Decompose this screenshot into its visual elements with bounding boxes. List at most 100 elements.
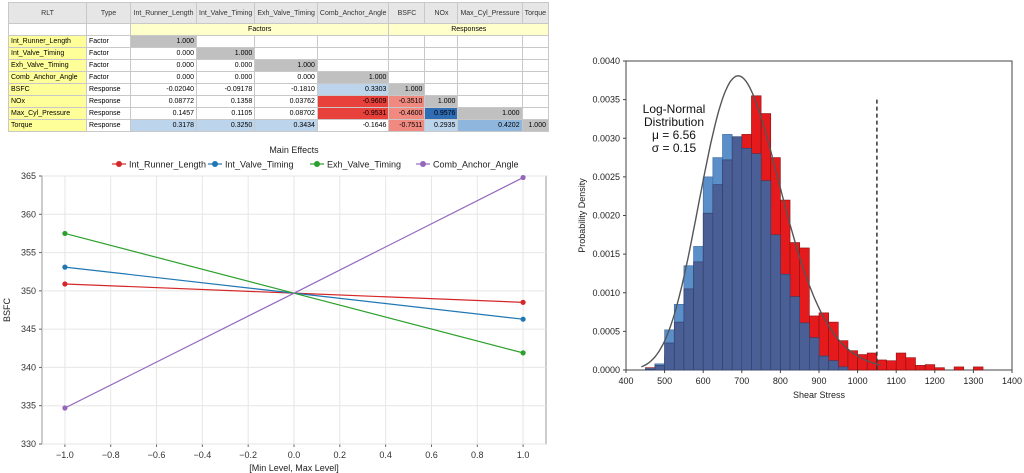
correlation-cell bbox=[521, 107, 550, 120]
annotation-text: Log-Normal bbox=[643, 102, 706, 116]
correlation-cell bbox=[521, 35, 550, 48]
red-bar bbox=[973, 366, 984, 371]
y-tick-label: 0.0020 bbox=[592, 211, 620, 221]
correlation-cell: -0.3510 bbox=[388, 95, 426, 108]
correlation-cell: 0.000 bbox=[254, 71, 318, 84]
correlation-cell: 0.08702 bbox=[254, 107, 318, 120]
x-tick-label: 1400 bbox=[1002, 376, 1022, 386]
x-tick-label: 1300 bbox=[963, 376, 983, 386]
legend-label: Int_Runner_Length bbox=[129, 160, 206, 170]
data-point bbox=[62, 230, 68, 237]
row-name-cell: Exh_Valve_Timing bbox=[8, 59, 87, 72]
correlation-cell bbox=[424, 59, 459, 72]
correlation-cell bbox=[254, 35, 318, 48]
data-point bbox=[62, 281, 68, 287]
table-row: Torque Response 0.3178 0.3250 0.3434 -0.1646-… bbox=[8, 119, 550, 132]
correlation-cell: -0.1810 bbox=[254, 83, 318, 96]
navy-bar bbox=[683, 288, 694, 371]
table-header-cell: Type bbox=[86, 2, 131, 24]
correlation-cell: -0.02040 bbox=[130, 83, 197, 96]
navy-bar bbox=[780, 273, 791, 371]
correlation-cell: 1.000 bbox=[254, 59, 318, 72]
correlation-cell: -0.7511 bbox=[388, 119, 426, 132]
correlation-cell: -0.9531 bbox=[316, 107, 390, 120]
y-tick-label: 330 bbox=[21, 439, 36, 449]
responses-group-label: Responses bbox=[388, 23, 549, 36]
y-tick-label: 350 bbox=[21, 286, 36, 296]
table-header-cell: NOx bbox=[424, 2, 459, 24]
table-row: Exh_Valve_Timing Factor 0.000 0.000 1.000 bbox=[8, 59, 550, 72]
correlation-cell: 0.000 bbox=[130, 47, 197, 60]
y-tick-label: 345 bbox=[21, 324, 36, 334]
correlation-cell bbox=[457, 83, 523, 96]
x-tick-label: 0.8 bbox=[471, 450, 484, 460]
row-type-cell: Response bbox=[86, 107, 131, 120]
x-tick-label: −0.8 bbox=[102, 450, 120, 460]
correlation-cell: 0.1457 bbox=[130, 107, 197, 120]
correlation-cell bbox=[521, 59, 550, 72]
data-point bbox=[520, 350, 526, 356]
lognormal-fit-curve bbox=[641, 75, 881, 368]
navy-bar bbox=[818, 355, 829, 371]
main-effects-chart: Main Effects Int_Runner_Length Int_Valve_T… bbox=[2, 145, 547, 473]
correlation-cell: 0.2935 bbox=[424, 119, 459, 132]
correlation-cell: 1.000 bbox=[195, 47, 256, 60]
table-row: Int_Valve_Timing Factor 0.000 1.000 bbox=[8, 47, 550, 60]
navy-bar bbox=[760, 180, 772, 371]
correlation-cell: -0.09178 bbox=[195, 83, 256, 96]
y-tick-label: 0.0025 bbox=[592, 172, 620, 182]
x-axis-label: Shear Stress bbox=[793, 390, 846, 400]
table-blank-cell bbox=[8, 23, 87, 36]
table-row: Max_Cyl_Pressure Response 0.1457 0.1105 0.08… bbox=[8, 107, 550, 120]
table-row: Comb_Anchor_Angle Factor 0.000 0.000 0.000 1.… bbox=[8, 71, 550, 84]
x-tick-label: 0.2 bbox=[334, 450, 347, 460]
correlation-cell bbox=[424, 83, 459, 96]
row-type-cell: Response bbox=[86, 95, 131, 108]
navy-bar bbox=[731, 136, 743, 371]
navy-bar bbox=[741, 147, 752, 371]
table-header-cell: Max_Cyl_Pressure bbox=[457, 2, 523, 24]
correlation-cell: 0.9576 bbox=[424, 107, 459, 120]
row-type-cell: Response bbox=[86, 83, 131, 96]
annotation-text: Distribution bbox=[644, 115, 704, 129]
correlation-cell: 1.000 bbox=[316, 71, 390, 84]
x-tick-label: 900 bbox=[811, 376, 826, 386]
red-bar bbox=[924, 364, 936, 371]
row-name-cell: Int_Valve_Timing bbox=[8, 47, 87, 60]
chart-title: Main Effects bbox=[269, 145, 319, 155]
navy-bar bbox=[770, 234, 781, 371]
correlation-cell: 1.000 bbox=[388, 83, 426, 96]
correlation-cell: -0.4600 bbox=[388, 107, 426, 120]
red-bar bbox=[886, 360, 897, 371]
navy-bar bbox=[712, 184, 723, 371]
correlation-cell: 0.000 bbox=[195, 71, 256, 84]
correlation-cell: 0.000 bbox=[195, 59, 256, 72]
table-header-cell: Int_Valve_Timing bbox=[195, 2, 256, 24]
table-header-cell: RLT bbox=[8, 2, 87, 24]
y-tick-label: 0.0035 bbox=[592, 95, 620, 105]
correlation-cell: 0.3178 bbox=[130, 119, 197, 132]
table-header-cell: Comb_Anchor_Angle bbox=[316, 2, 390, 24]
table-blank-cell bbox=[86, 23, 131, 36]
legend-label: Comb_Anchor_Angle bbox=[433, 160, 519, 170]
data-point bbox=[520, 299, 526, 305]
correlation-cell: 0.3434 bbox=[254, 119, 318, 132]
navy-bar bbox=[722, 159, 733, 371]
row-name-cell: NOx bbox=[8, 95, 87, 108]
table-header-cell: Exh_Valve_Timing bbox=[254, 2, 318, 24]
navy-bar bbox=[837, 366, 849, 371]
row-type-cell: Factor bbox=[86, 71, 131, 84]
correlation-cell bbox=[457, 35, 523, 48]
correlation-cell bbox=[457, 95, 523, 108]
x-tick-label: 400 bbox=[618, 376, 633, 386]
annotation-text: σ = 0.15 bbox=[652, 141, 697, 155]
navy-bar bbox=[809, 337, 820, 371]
correlation-cell: 0.03762 bbox=[254, 95, 318, 108]
correlation-cell: 1.000 bbox=[521, 119, 550, 132]
y-tick-label: 0.0000 bbox=[592, 365, 620, 375]
navy-bar bbox=[789, 296, 801, 371]
correlation-cell: 0.3303 bbox=[316, 83, 390, 96]
correlation-cell: 0.1358 bbox=[195, 95, 256, 108]
navy-bar bbox=[828, 360, 839, 371]
correlation-cell bbox=[424, 47, 459, 60]
